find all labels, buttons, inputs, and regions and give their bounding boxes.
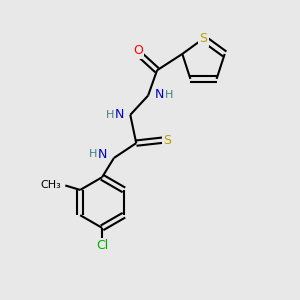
Text: H: H (89, 149, 98, 159)
Text: N: N (98, 148, 107, 161)
Text: N: N (155, 88, 164, 101)
Text: H: H (106, 110, 114, 120)
Text: Cl: Cl (96, 239, 108, 252)
Text: CH₃: CH₃ (40, 181, 61, 190)
Text: H: H (164, 90, 173, 100)
Text: N: N (114, 108, 124, 122)
Text: S: S (200, 32, 208, 45)
Text: S: S (164, 134, 171, 147)
Text: O: O (133, 44, 143, 58)
